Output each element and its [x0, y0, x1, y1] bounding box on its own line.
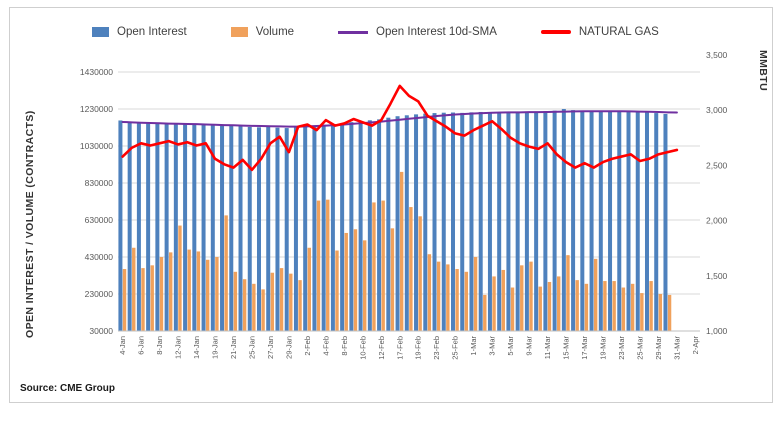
legend-label-volume: Volume — [255, 26, 295, 38]
svg-text:2-Feb: 2-Feb — [303, 336, 312, 356]
sma-line — [121, 110, 678, 128]
svg-text:1030000: 1030000 — [80, 141, 113, 151]
legend-item-open-interest: Open Interest — [92, 26, 187, 38]
legend-item-natural-gas: NATURAL GAS — [540, 26, 659, 38]
svg-text:2-Apr: 2-Apr — [691, 336, 700, 355]
volume-swatch-icon — [230, 27, 248, 37]
svg-text:12-Feb: 12-Feb — [377, 336, 386, 360]
bars-volume — [122, 171, 672, 331]
svg-text:17-Mar: 17-Mar — [580, 336, 589, 360]
x-axis-labels: 4-Jan 6-Jan 8-Jan 12-Jan 14-Jan 19-Jan 21-Jan 2… — [118, 336, 700, 360]
natural-gas-line-swatch-icon — [540, 30, 571, 34]
legend-item-sma: Open Interest 10d-SMA — [338, 26, 497, 38]
svg-text:25-Mar: 25-Mar — [635, 336, 644, 360]
svg-text:5-Mar: 5-Mar — [506, 336, 515, 356]
svg-text:4-Feb: 4-Feb — [321, 336, 330, 356]
svg-text:830000: 830000 — [85, 178, 114, 188]
svg-text:3,500: 3,500 — [706, 50, 728, 60]
svg-text:6-Jan: 6-Jan — [137, 336, 146, 355]
right-axis-ticks: 1,000 1,500 2,000 2,500 3,000 3,500 — [706, 50, 728, 336]
svg-text:9-Mar: 9-Mar — [525, 336, 534, 356]
svg-text:15-Mar: 15-Mar — [562, 336, 571, 360]
chart-border — [9, 7, 773, 403]
svg-text:21-Jan: 21-Jan — [229, 336, 238, 359]
svg-text:31-Mar: 31-Mar — [672, 336, 681, 360]
svg-text:1-Mar: 1-Mar — [469, 336, 478, 356]
svg-text:11-Mar: 11-Mar — [543, 336, 552, 360]
svg-text:29-Jan: 29-Jan — [284, 336, 293, 359]
svg-text:1230000: 1230000 — [80, 104, 113, 114]
source-note: Source: CME Group — [20, 383, 116, 394]
svg-text:4-Jan: 4-Jan — [118, 336, 127, 355]
svg-text:23-Feb: 23-Feb — [432, 336, 441, 360]
svg-text:1,000: 1,000 — [706, 326, 728, 336]
svg-text:17-Feb: 17-Feb — [395, 336, 404, 360]
right-axis-title: MMBTU — [757, 50, 769, 92]
open-interest-swatch-icon — [92, 27, 109, 37]
svg-text:14-Jan: 14-Jan — [192, 336, 201, 359]
svg-text:19-Mar: 19-Mar — [599, 336, 608, 360]
svg-text:25-Feb: 25-Feb — [451, 336, 460, 360]
svg-text:1430000: 1430000 — [80, 67, 113, 77]
svg-text:12-Jan: 12-Jan — [174, 336, 183, 359]
svg-text:430000: 430000 — [85, 252, 114, 262]
legend-label-open-interest: Open Interest — [117, 26, 187, 38]
svg-text:230000: 230000 — [85, 289, 114, 299]
legend-label-sma: Open Interest 10d-SMA — [376, 26, 497, 38]
left-axis-ticks: 30000 230000 430000 630000 830000 1030000 1230… — [80, 67, 113, 336]
legend: Open Interest Volume Open Interest 10d-S… — [92, 26, 659, 38]
legend-item-volume: Volume — [230, 26, 295, 38]
svg-text:25-Jan: 25-Jan — [247, 336, 256, 359]
svg-text:23-Mar: 23-Mar — [617, 336, 626, 360]
svg-text:8-Jan: 8-Jan — [155, 336, 164, 355]
svg-text:30000: 30000 — [89, 326, 113, 336]
svg-text:2,500: 2,500 — [706, 160, 728, 170]
sma-line-swatch-icon — [338, 30, 369, 34]
svg-text:2,000: 2,000 — [706, 216, 728, 226]
natural-gas-line — [121, 84, 679, 172]
bars-open-interest — [118, 109, 668, 332]
svg-text:3,000: 3,000 — [706, 105, 728, 115]
svg-text:29-Mar: 29-Mar — [654, 336, 663, 360]
svg-text:19-Feb: 19-Feb — [414, 336, 423, 360]
svg-text:1,500: 1,500 — [706, 271, 728, 281]
svg-text:19-Jan: 19-Jan — [211, 336, 220, 359]
left-axis-title: OPEN INTEREST / VOLUME (CONTRACTS) — [24, 110, 36, 338]
legend-label-natural-gas: NATURAL GAS — [578, 26, 659, 38]
svg-text:8-Feb: 8-Feb — [340, 336, 349, 356]
svg-text:27-Jan: 27-Jan — [266, 336, 275, 359]
svg-text:10-Feb: 10-Feb — [358, 336, 367, 360]
svg-text:630000: 630000 — [85, 215, 114, 225]
svg-text:3-Mar: 3-Mar — [488, 336, 497, 356]
